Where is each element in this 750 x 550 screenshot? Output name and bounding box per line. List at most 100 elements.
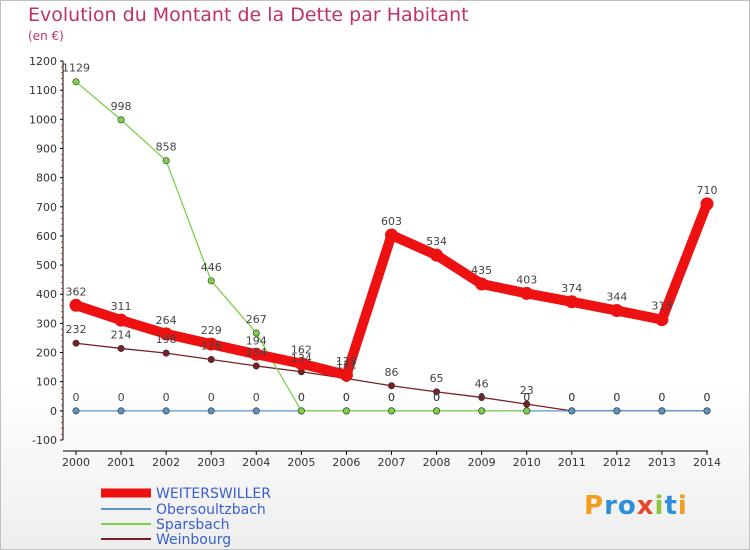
- data-point: [520, 286, 534, 300]
- y-tick-label: 500: [36, 259, 57, 272]
- data-label: 0: [388, 391, 395, 404]
- data-label: 0: [658, 391, 665, 404]
- data-label: 0: [163, 391, 170, 404]
- data-label: 0: [704, 391, 711, 404]
- series-layer: [69, 78, 714, 415]
- data-label: 176: [201, 340, 222, 353]
- data-label: 267: [246, 313, 267, 326]
- data-point: [69, 298, 83, 312]
- data-label: 858: [156, 141, 177, 154]
- data-point: [117, 407, 125, 415]
- x-tick-label: 2006: [332, 456, 360, 469]
- data-point: [568, 407, 576, 415]
- y-tick-label: 400: [36, 288, 57, 301]
- y-tick-label: 0: [50, 405, 57, 418]
- legend-label: Obersoultzbach: [156, 502, 266, 518]
- x-tick-label: 2002: [152, 456, 180, 469]
- data-label: 0: [298, 391, 305, 404]
- data-label: 0: [613, 391, 620, 404]
- data-point: [207, 356, 215, 364]
- data-point: [252, 407, 260, 415]
- data-point: [655, 313, 669, 327]
- data-label: 0: [433, 391, 440, 404]
- data-label: 998: [111, 100, 132, 113]
- data-point: [72, 407, 80, 415]
- x-tick-label: 2014: [693, 456, 721, 469]
- data-label: 214: [111, 328, 132, 341]
- data-point: [204, 337, 218, 351]
- legend: WEITERSWILLERObersoultzbachSparsbachWein…: [101, 486, 271, 548]
- data-label: 603: [381, 215, 402, 228]
- data-label: 344: [606, 291, 627, 304]
- data-point: [387, 407, 395, 415]
- y-tick-label: 1100: [29, 84, 57, 97]
- data-label: 162: [291, 344, 312, 357]
- x-tick-label: 2000: [62, 456, 90, 469]
- data-label: 65: [430, 372, 444, 385]
- data-label: 0: [433, 391, 440, 404]
- data-point: [433, 407, 441, 415]
- data-point: [72, 339, 80, 347]
- data-point: [610, 304, 624, 318]
- chart-title: Evolution du Montant de la Dette par Hab…: [28, 4, 469, 26]
- data-label: 229: [201, 324, 222, 337]
- x-tick-label: 2009: [468, 456, 496, 469]
- data-label: 0: [343, 391, 350, 404]
- data-label: 1129: [62, 62, 90, 75]
- x-tick-label: 2010: [513, 456, 541, 469]
- data-point: [475, 277, 489, 291]
- chart-subtitle: (en €): [28, 29, 64, 43]
- data-point: [478, 393, 486, 401]
- data-label: 0: [568, 391, 575, 404]
- data-point: [294, 357, 308, 371]
- data-point: [117, 116, 125, 124]
- y-tick-label: 600: [36, 230, 57, 243]
- data-point: [159, 327, 173, 341]
- data-point: [700, 197, 714, 211]
- data-point: [703, 407, 711, 415]
- data-label: 0: [523, 391, 530, 404]
- data-label: 362: [66, 285, 87, 298]
- legend-label: WEITERSWILLER: [156, 486, 271, 502]
- data-label: 0: [253, 391, 260, 404]
- x-tick-label: 2013: [648, 456, 676, 469]
- data-point: [387, 382, 395, 390]
- data-label: 0: [343, 391, 350, 404]
- data-label: 313: [651, 300, 672, 313]
- data-label: 0: [568, 391, 575, 404]
- y-tick-label: 200: [36, 347, 57, 360]
- y-tick-label: 1000: [29, 113, 57, 126]
- data-label: 111: [336, 358, 357, 371]
- data-label: 0: [118, 391, 125, 404]
- axes: -100010020030040050060070080090010001100…: [29, 55, 721, 469]
- legend-label: Weinbourg: [156, 532, 231, 548]
- data-point: [114, 313, 128, 327]
- y-tick-label: 900: [36, 142, 57, 155]
- data-point: [162, 407, 170, 415]
- data-point: [72, 78, 80, 86]
- data-label: 232: [66, 323, 87, 336]
- data-point: [297, 407, 305, 415]
- data-label: 0: [613, 391, 620, 404]
- data-label: 403: [516, 273, 537, 286]
- data-point: [339, 368, 353, 382]
- data-point: [613, 407, 621, 415]
- data-label: 0: [704, 391, 711, 404]
- data-point: [207, 407, 215, 415]
- y-tick-label: 800: [36, 172, 57, 185]
- proxiti-logo: Proxiti: [584, 491, 688, 521]
- data-label: 0: [208, 391, 215, 404]
- data-label: 311: [111, 300, 132, 313]
- legend-label: Sparsbach: [156, 517, 229, 533]
- y-tick-label: 700: [36, 201, 57, 214]
- data-labels: 362 311 264 229 194 162 123 603 534 435 403 374 344 3…: [62, 62, 718, 404]
- data-label: 374: [561, 282, 582, 295]
- data-point: [162, 349, 170, 357]
- data-label: 198: [156, 333, 177, 346]
- data-point: [249, 347, 263, 361]
- data-point: [117, 344, 125, 352]
- data-point: [342, 407, 350, 415]
- data-label: 23: [520, 384, 534, 397]
